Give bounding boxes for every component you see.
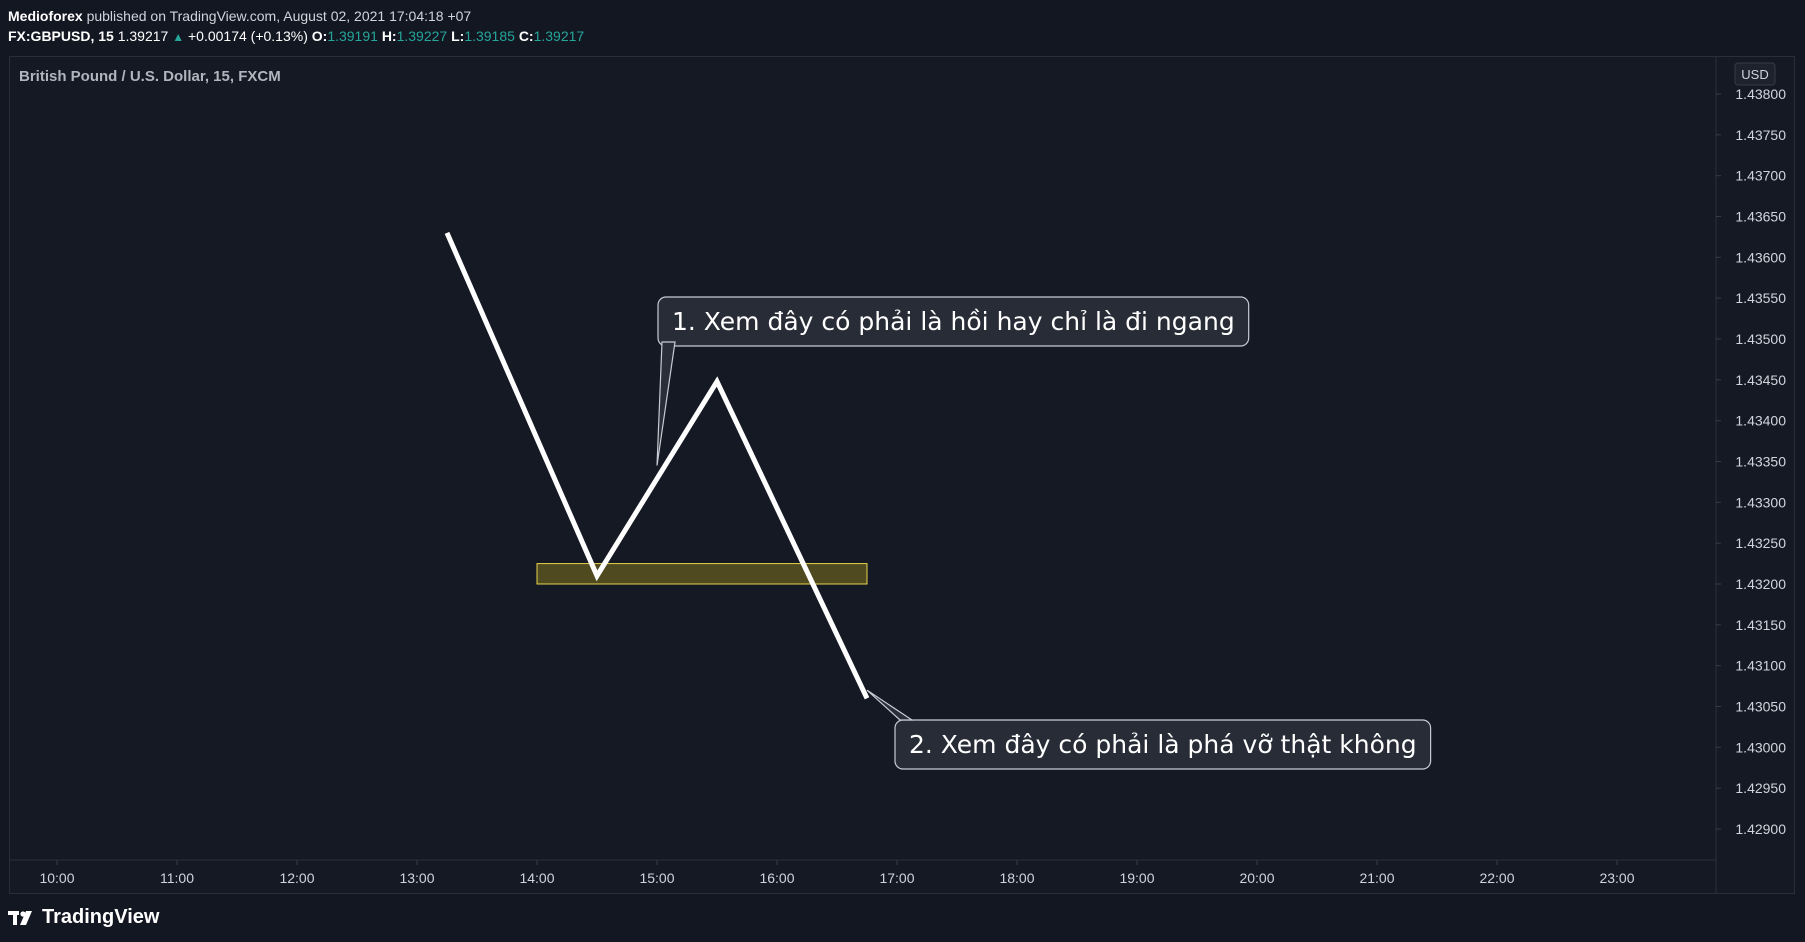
- high-value: 1.39227: [396, 28, 448, 44]
- symbol-info: FX:GBPUSD, 15 1.39217 ▲ +0.00174 (+0.13%…: [8, 26, 584, 47]
- low-label: L:: [451, 28, 465, 44]
- price-tick-label: 1.43650: [1735, 209, 1786, 225]
- price-tick-label: 1.43250: [1735, 535, 1786, 551]
- callout-text: 2. Xem đây có phải là phá vỡ thật không: [909, 730, 1417, 759]
- price-tick-label: 1.43150: [1735, 617, 1786, 633]
- time-tick-label: 12:00: [279, 870, 314, 886]
- time-tick-label: 17:00: [879, 870, 914, 886]
- tradingview-logo[interactable]: TradingView: [8, 906, 159, 929]
- time-tick-label: 21:00: [1359, 870, 1394, 886]
- price-tick-label: 1.43100: [1735, 658, 1786, 674]
- price-tick-label: 1.43050: [1735, 699, 1786, 715]
- price-axis[interactable]: 1.43800 1.43750 1.43700 1.43650 1.43600 1.435…: [1716, 86, 1786, 837]
- callout-pointer: [656, 341, 676, 466]
- currency-badge[interactable]: [1734, 62, 1776, 86]
- tradingview-logo-icon: [8, 910, 32, 925]
- last-price: 1.39217: [117, 28, 169, 44]
- callout-pointer: [866, 689, 914, 721]
- up-triangle-icon: ▲: [172, 30, 185, 44]
- time-tick-label: 11:00: [160, 870, 194, 886]
- time-tick-label: 13:00: [399, 870, 434, 886]
- price-tick-label: 1.43550: [1735, 290, 1786, 306]
- time-tick-label: 19:00: [1119, 870, 1154, 886]
- publish-header: Medioforex published on TradingView.com,…: [8, 6, 584, 47]
- symbol-label: FX:GBPUSD, 15: [8, 28, 114, 44]
- time-tick-label: 16:00: [759, 870, 794, 886]
- callout-box: [657, 296, 1250, 347]
- callout-text: 1. Xem đây có phải là hồi hay chỉ là đi …: [672, 307, 1235, 336]
- price-tick-label: 1.43500: [1735, 331, 1786, 347]
- publish-text: published on TradingView.com, August 02,…: [86, 8, 472, 24]
- time-tick-label: 18:00: [999, 870, 1034, 886]
- time-tick-label: 14:00: [519, 870, 554, 886]
- time-tick-label: 22:00: [1479, 870, 1514, 886]
- open-label: O:: [311, 28, 328, 44]
- price-tick-label: 1.43450: [1735, 372, 1786, 388]
- price-tick-label: 1.42950: [1735, 780, 1786, 796]
- time-tick-label: 20:00: [1239, 870, 1274, 886]
- support-zone-rect[interactable]: [536, 563, 868, 585]
- price-tick-label: 1.43400: [1735, 413, 1786, 429]
- price-tick-label: 1.43800: [1735, 86, 1786, 102]
- callout-2[interactable]: 2. Xem đây có phải là phá vỡ thật không: [866, 689, 1432, 770]
- price-line[interactable]: [444, 231, 870, 700]
- time-tick-label: 10:00: [39, 870, 74, 886]
- price-change: +0.00174 (+0.13%): [187, 28, 308, 44]
- close-label: C:: [518, 28, 534, 44]
- time-tick-label: 15:00: [639, 870, 674, 886]
- chart-title: British Pound / U.S. Dollar, 15, FXCM: [19, 68, 281, 85]
- price-tick-label: 1.43600: [1735, 249, 1786, 265]
- publish-info: Medioforex published on TradingView.com,…: [8, 6, 584, 26]
- low-value: 1.39185: [464, 28, 515, 44]
- brand-name: TradingView: [42, 906, 160, 928]
- price-tick-label: 1.42900: [1735, 821, 1786, 837]
- time-tick-label: 23:00: [1599, 870, 1634, 886]
- callout-1[interactable]: 1. Xem đây có phải là hồi hay chỉ là đi …: [656, 296, 1250, 466]
- high-label: H:: [381, 28, 397, 44]
- price-tick-label: 1.43200: [1735, 576, 1786, 592]
- open-value: 1.39191: [327, 28, 378, 44]
- plot-area: 1. Xem đây có phải là hồi hay chỉ là đi …: [444, 231, 1432, 770]
- price-tick-label: 1.43300: [1735, 494, 1786, 510]
- time-axis[interactable]: 10:00 11:00 12:00 13:00 14:00 15:00 16:00 17:00…: [39, 860, 1635, 886]
- price-tick-label: 1.43350: [1735, 454, 1786, 470]
- author-name[interactable]: Medioforex: [8, 8, 83, 24]
- price-tick-label: 1.43700: [1735, 168, 1786, 184]
- close-value: 1.39217: [533, 28, 585, 44]
- price-tick-label: 1.43000: [1735, 739, 1786, 755]
- callout-box: [894, 719, 1432, 770]
- price-tick-label: 1.43750: [1735, 127, 1786, 143]
- currency-label: USD: [1741, 67, 1768, 82]
